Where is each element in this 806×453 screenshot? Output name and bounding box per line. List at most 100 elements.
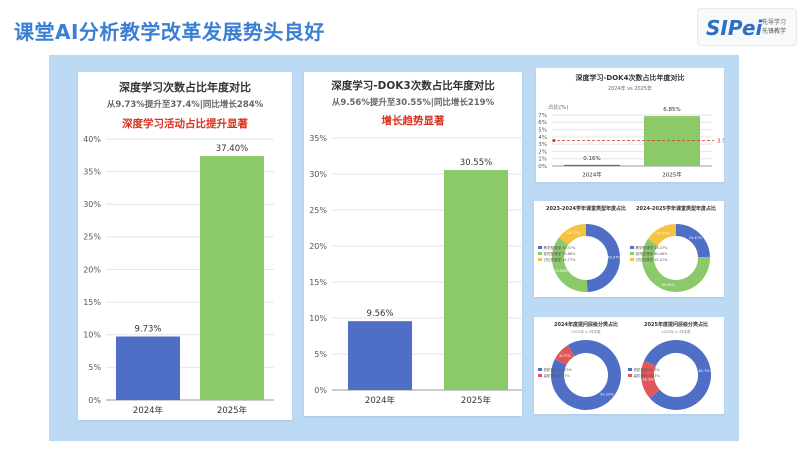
- legend-label: 高阶提问 18.3%: [634, 373, 661, 378]
- slice-label: 15.47%: [656, 231, 670, 235]
- reference-line-label: 3.5: [717, 139, 724, 145]
- legend-swatch: [538, 368, 542, 371]
- legend-swatch: [538, 246, 542, 249]
- chart-subtitle: 2024年 vs 2025年: [608, 85, 652, 92]
- chart-highlight: 深度学习活动占比提升显著: [122, 117, 248, 130]
- y-tick-label: 2%: [538, 149, 547, 155]
- donut-subtitle: 2024年 n=样本数: [571, 329, 601, 334]
- slice-label: 14.77%: [567, 231, 581, 235]
- y-tick-label: 5%: [538, 127, 547, 133]
- x-tick-label: 2025年: [461, 395, 492, 406]
- y-tick-label: 30%: [309, 170, 327, 179]
- slice-label: 49.37%: [607, 256, 621, 260]
- donut-slice: [647, 224, 677, 246]
- y-tick-label: 6%: [538, 120, 547, 126]
- x-tick-label: 2024年: [582, 171, 602, 179]
- bar-2024年: [564, 164, 620, 166]
- data-label: 37.40%: [216, 144, 248, 154]
- donut-subtitle: 2025年 n=样本数: [661, 329, 691, 334]
- y-tick-label: 3%: [538, 142, 547, 148]
- legend-swatch: [630, 258, 634, 261]
- slice-label: 81.7%: [699, 369, 711, 373]
- y-tick-label: 15%: [83, 298, 101, 307]
- reference-line-marker: [552, 139, 556, 142]
- chart-dok3: 深度学习-DOK3次数占比年度对比从9.56%提升至30.55%|同比增长219…: [309, 79, 524, 406]
- legend-label: 讨论型课堂 15.47%: [636, 257, 669, 262]
- y-tick-label: 5%: [88, 363, 101, 372]
- card-question-level: 2024年度提问层级分类占比 2024年 n=样本数 91.23% 8.77% 低阶提问…: [534, 317, 724, 414]
- card-dok4: 深度学习-DOK4次数占比年度对比 2024年 vs 2025年 占比(%) 0% 1%…: [536, 68, 726, 182]
- bar-2024年: [116, 336, 180, 400]
- slice-label: 91.23%: [600, 393, 614, 397]
- donut-slice: [558, 224, 587, 246]
- legend-swatch: [630, 252, 634, 255]
- y-tick-label: 20%: [309, 242, 327, 251]
- donut-slice: [551, 340, 621, 410]
- y-tick-label: 20%: [83, 265, 101, 274]
- y-tick-label: 30%: [83, 200, 101, 209]
- legend-swatch: [630, 246, 634, 249]
- legend-swatch: [538, 258, 542, 261]
- legend-swatch: [538, 374, 542, 377]
- y-tick-label: 35%: [309, 134, 327, 143]
- logo-brand: SIPei: [706, 16, 763, 40]
- legend-label: 探究型课堂 60.06%: [636, 251, 669, 256]
- donut-title: 2024-2025学年课堂类型年度占比: [636, 205, 716, 212]
- legend-label: 高阶提问 8.77%: [544, 373, 571, 378]
- data-label: 0.16%: [583, 156, 600, 162]
- slice-label: 24.47%: [689, 236, 703, 240]
- slice-label: 60.06%: [662, 283, 676, 287]
- bar-2025年: [200, 155, 264, 400]
- legend-swatch: [628, 368, 632, 371]
- y-tick-label: 10%: [309, 314, 327, 323]
- donut-slice: [642, 238, 710, 292]
- y-tick-label: 25%: [309, 206, 327, 215]
- y-axis-label: 占比(%): [548, 103, 569, 111]
- y-tick-label: 1%: [538, 157, 547, 163]
- x-tick-label: 2025年: [662, 171, 682, 179]
- logo-slogan-line2: 先锋教学: [762, 28, 787, 35]
- bar-2025年: [644, 116, 700, 166]
- card-class-type: 2023-2024学年课堂类型年度占比 49.37% 35.86% 14.77% 教学型…: [534, 201, 724, 297]
- legend-label: 探究型课堂 35.86%: [544, 251, 577, 256]
- legend-swatch: [628, 374, 632, 377]
- logo: SIPei 先导学习 先锋教学: [697, 8, 797, 46]
- legend-label: 讨论型课堂 14.77%: [544, 257, 577, 262]
- slice-label: 35.86%: [555, 269, 569, 273]
- y-tick-label: 7%: [538, 113, 547, 119]
- y-tick-label: 4%: [538, 135, 547, 141]
- data-label: 9.73%: [134, 325, 161, 335]
- x-tick-label: 2024年: [133, 405, 164, 416]
- slice-label: 18.3%: [642, 378, 654, 382]
- bar-2024年: [348, 321, 412, 390]
- donut-slice: [554, 345, 575, 366]
- data-label: 30.55%: [460, 158, 492, 168]
- legend-label: 教学型课堂 49.37%: [544, 245, 577, 250]
- donut-title: 2024年度提问层级分类占比: [554, 321, 618, 328]
- legend-label: 教学型课堂 24.47%: [636, 245, 669, 250]
- y-tick-label: 10%: [83, 331, 101, 340]
- y-tick-label: 25%: [83, 233, 101, 242]
- y-tick-label: 40%: [83, 135, 101, 144]
- bar-2025年: [444, 170, 508, 390]
- chart-subtitle: 从9.56%提升至30.55%|同比增长219%: [332, 97, 495, 108]
- chart-title: 深度学习-DOK3次数占比年度对比: [331, 79, 495, 92]
- slice-label: 8.77%: [559, 354, 571, 358]
- card-dok3: 深度学习-DOK3次数占比年度对比 从9.56%提升至30.55%|同比增长219…: [304, 72, 524, 416]
- logo-slogan: 先导学习 先锋教学: [762, 18, 794, 36]
- y-tick-label: 0%: [538, 164, 547, 170]
- logo-slogan-line1: 先导学习: [762, 19, 787, 26]
- x-tick-label: 2024年: [365, 395, 396, 406]
- donut-title: 2025年度提问层级分类占比: [644, 321, 708, 328]
- chart-subtitle: 从9.73%提升至37.4%|同比增长284%: [107, 99, 264, 110]
- y-tick-label: 0%: [88, 396, 101, 405]
- chart-title: 深度学习次数占比年度对比: [119, 80, 251, 94]
- donut-slice: [641, 360, 660, 399]
- data-label: 9.56%: [366, 309, 393, 319]
- y-tick-label: 5%: [314, 350, 327, 359]
- y-tick-label: 0%: [314, 386, 327, 395]
